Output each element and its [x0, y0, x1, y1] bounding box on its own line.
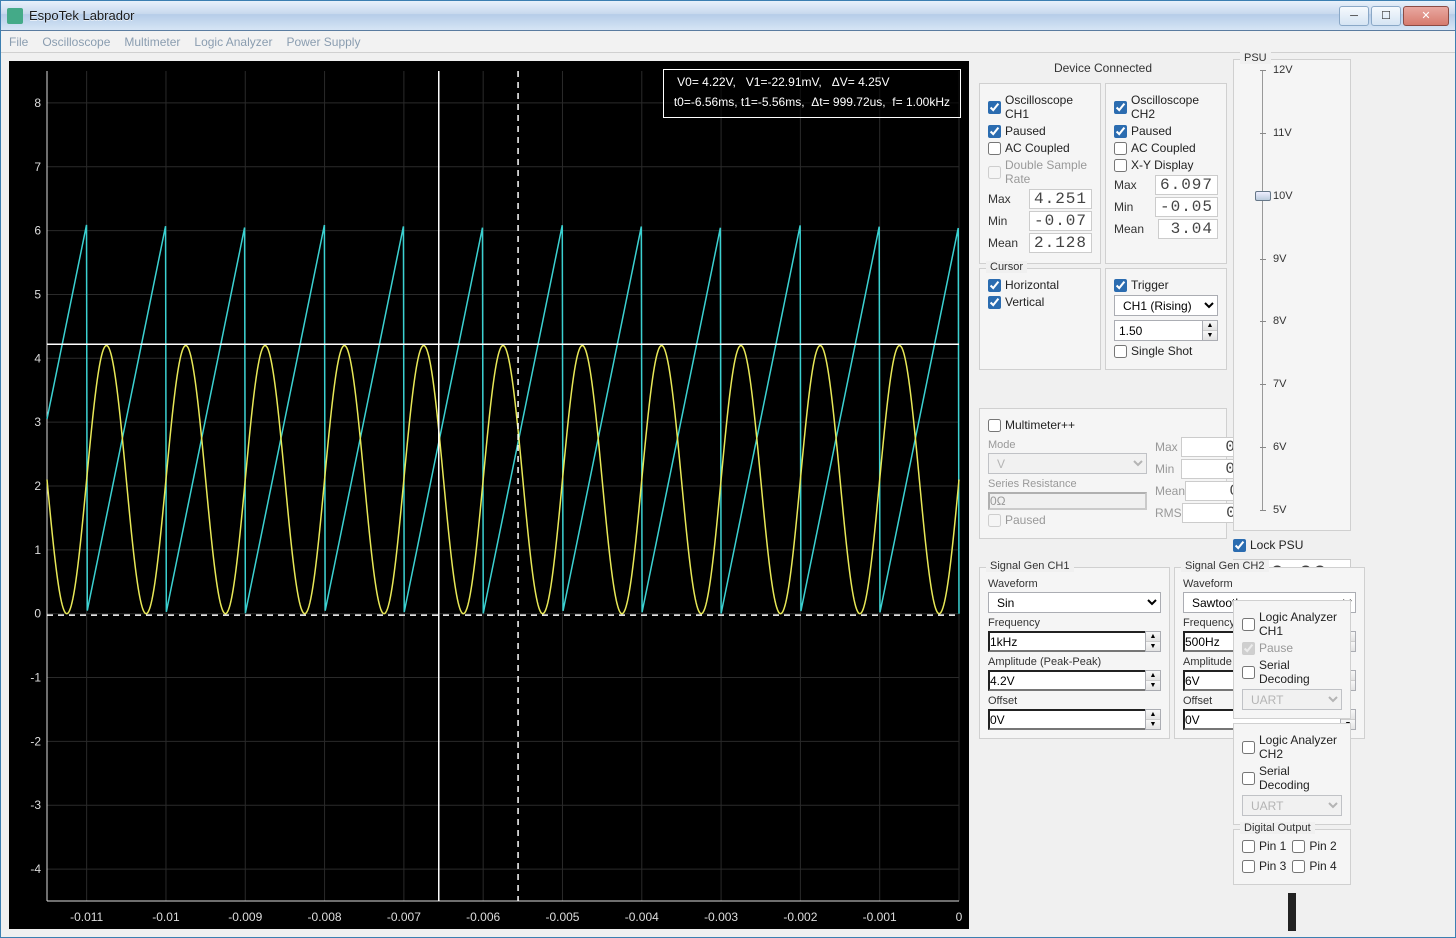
menubar: File Oscilloscope Multimeter Logic Analy… [1, 31, 1455, 53]
lock-psu[interactable]: Lock PSU [1233, 538, 1351, 552]
multimeter-sr [988, 492, 1147, 510]
la2-proto: UART [1242, 795, 1342, 816]
svg-text:-0.006: -0.006 [466, 910, 500, 924]
svg-text:-0.003: -0.003 [704, 910, 738, 924]
psu-group: PSU 12V11V10V9V8V7V6V5V [1233, 59, 1351, 531]
pin4[interactable]: Pin 4 [1292, 859, 1336, 873]
titlebar[interactable]: EspoTek Labrador ─ ☐ ✕ [1, 1, 1455, 31]
minimize-button[interactable]: ─ [1339, 6, 1369, 26]
ch1-group: Oscilloscope CH1 Paused AC Coupled Doubl… [979, 83, 1101, 264]
oscilloscope-display[interactable]: -0.011 -0.01 -0.009 -0.008 -0.007 -0.006 -0.00… [9, 61, 969, 929]
svg-text:-3: -3 [30, 798, 41, 812]
ch2-xy[interactable]: X-Y Display [1114, 158, 1218, 172]
menu-file[interactable]: File [9, 35, 28, 49]
ch2-enable[interactable]: Oscilloscope CH2 [1114, 93, 1218, 121]
cursor-vert[interactable]: Vertical [988, 295, 1092, 309]
ch1-paused[interactable]: Paused [988, 124, 1092, 138]
close-button[interactable]: ✕ [1403, 6, 1449, 26]
svg-text:5: 5 [34, 287, 41, 301]
svg-text:-0.004: -0.004 [625, 910, 659, 924]
pin2[interactable]: Pin 2 [1292, 839, 1336, 853]
trigger-source[interactable]: CH1 (Rising) [1114, 295, 1218, 316]
svg-text:-2: -2 [30, 734, 41, 748]
svg-text:0: 0 [956, 910, 963, 924]
siggen1-freq[interactable]: ▲▼ [988, 631, 1161, 652]
siggen1-off[interactable]: ▲▼ [988, 709, 1161, 730]
svg-text:4: 4 [34, 351, 41, 365]
svg-text:-0.011: -0.011 [70, 910, 103, 924]
psu-slider[interactable]: 12V11V10V9V8V7V6V5V [1262, 70, 1342, 510]
la2-enable[interactable]: Logic Analyzer CH2 [1242, 733, 1342, 761]
menu-logic[interactable]: Logic Analyzer [194, 35, 272, 49]
svg-text:-4: -4 [30, 862, 41, 876]
trigger-level[interactable]: ▲▼ [1114, 320, 1218, 341]
trigger-single[interactable]: Single Shot [1114, 344, 1218, 358]
digout-group: Digital Output Pin 1 Pin 2 Pin 3 Pin 4 [1233, 829, 1351, 885]
pin3[interactable]: Pin 3 [1242, 859, 1286, 873]
menu-multimeter[interactable]: Multimeter [124, 35, 180, 49]
cursor-readout: V0= 4.22V, V1=-22.91mV, ΔV= 4.25V t0=-6.… [663, 69, 961, 118]
svg-text:-0.002: -0.002 [783, 910, 817, 924]
menu-oscilloscope[interactable]: Oscilloscope [42, 35, 110, 49]
trigger-group: Trigger CH1 (Rising) ▲▼ Single Shot [1105, 268, 1227, 370]
svg-text:-0.005: -0.005 [545, 910, 579, 924]
ch1-ac[interactable]: AC Coupled [988, 141, 1092, 155]
svg-text:-0.01: -0.01 [152, 910, 180, 924]
device-status: Device Connected [979, 59, 1227, 79]
ch1-min: -0.07 [1029, 211, 1092, 231]
la2-group: Logic Analyzer CH2 Serial Decoding UART [1233, 723, 1351, 825]
trigger-enable[interactable]: Trigger [1114, 278, 1218, 292]
la1-group: Logic Analyzer CH1 Pause Serial Decoding… [1233, 600, 1351, 719]
ch1-enable[interactable]: Oscilloscope CH1 [988, 93, 1092, 121]
ch2-group: Oscilloscope CH2 Paused AC Coupled X-Y D… [1105, 83, 1227, 264]
svg-text:-0.008: -0.008 [308, 910, 342, 924]
la2-serial[interactable]: Serial Decoding [1242, 764, 1342, 792]
svg-text:-0.001: -0.001 [863, 910, 897, 924]
cursor-horiz[interactable]: Horizontal [988, 278, 1092, 292]
scope-area: -0.011 -0.01 -0.009 -0.008 -0.007 -0.006 -0.00… [1, 53, 977, 937]
ch1-max: 4.251 [1029, 189, 1092, 209]
svg-text:7: 7 [34, 160, 41, 174]
multimeter-paused: Paused [988, 513, 1147, 527]
scope-svg: -0.011 -0.01 -0.009 -0.008 -0.007 -0.006 -0.00… [9, 61, 969, 929]
app-window: EspoTek Labrador ─ ☐ ✕ File Oscilloscope… [0, 0, 1456, 938]
svg-text:8: 8 [34, 96, 41, 110]
scroll-handle[interactable] [1288, 893, 1296, 931]
la1-pause: Pause [1242, 641, 1342, 655]
svg-text:6: 6 [34, 224, 41, 238]
multimeter-mode: V [988, 453, 1147, 474]
svg-text:-0.009: -0.009 [228, 910, 262, 924]
control-panels: Device Connected Oscilloscope CH1 Paused… [977, 53, 1455, 937]
ch2-min: -0.05 [1155, 197, 1218, 217]
multimeter-group: Multimeter++ Mode V Series Resistance Pa… [979, 408, 1227, 539]
maximize-button[interactable]: ☐ [1371, 6, 1401, 26]
multimeter-enable[interactable]: Multimeter++ [988, 418, 1218, 432]
svg-text:0: 0 [34, 607, 41, 621]
app-icon [7, 8, 23, 24]
siggen1-wave[interactable]: Sin [988, 592, 1161, 613]
ch1-mean: 2.128 [1029, 233, 1092, 253]
pin1[interactable]: Pin 1 [1242, 839, 1286, 853]
la1-enable[interactable]: Logic Analyzer CH1 [1242, 610, 1342, 638]
svg-text:1: 1 [34, 543, 41, 557]
la1-serial[interactable]: Serial Decoding [1242, 658, 1342, 686]
ch2-paused[interactable]: Paused [1114, 124, 1218, 138]
siggen1-amp[interactable]: ▲▼ [988, 670, 1161, 691]
svg-text:-0.007: -0.007 [387, 910, 421, 924]
svg-text:2: 2 [34, 479, 41, 493]
window-title: EspoTek Labrador [29, 8, 1339, 23]
ch1-dsr: Double Sample Rate [988, 158, 1092, 186]
la1-proto: UART [1242, 689, 1342, 710]
ch2-max: 6.097 [1155, 175, 1218, 195]
svg-text:3: 3 [34, 415, 41, 429]
menu-psu[interactable]: Power Supply [286, 35, 360, 49]
ch2-mean: 3.04 [1158, 219, 1218, 239]
ch2-ac[interactable]: AC Coupled [1114, 141, 1218, 155]
siggen1-group: Signal Gen CH1 Waveform Sin Frequency ▲▼… [979, 567, 1170, 739]
content: -0.011 -0.01 -0.009 -0.008 -0.007 -0.006 -0.00… [1, 53, 1455, 937]
cursor-group: Cursor Horizontal Vertical [979, 268, 1101, 370]
svg-text:-1: -1 [30, 671, 41, 685]
